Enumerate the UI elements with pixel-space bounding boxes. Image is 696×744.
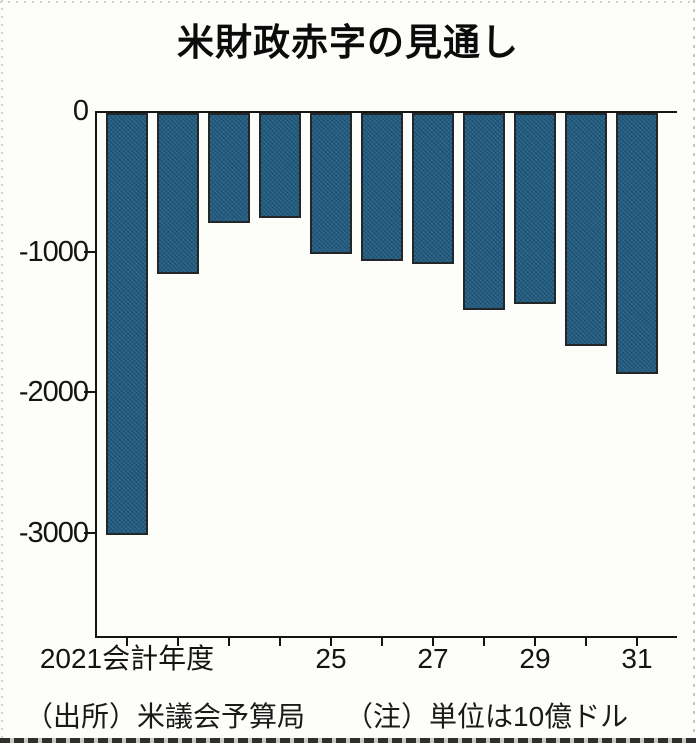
y-tick-mark-3000	[84, 531, 95, 534]
bar-2029	[514, 113, 556, 305]
x-tick-label-2027: 27	[417, 643, 449, 674]
x-tick-mark-2030	[585, 638, 587, 646]
y-tick-label-1000: -1000	[18, 235, 89, 268]
bar-2024	[259, 113, 301, 218]
bar-2023	[208, 113, 250, 224]
x-tick-mark-2021	[126, 638, 128, 646]
x-tick-mark-2028	[483, 638, 485, 646]
chart-footer: （出所）米議会予算局 （注）単位は10億ドル	[0, 695, 696, 732]
y-tick-label-3000: -3000	[18, 516, 89, 549]
page-edge-right	[693, 0, 695, 744]
x-tick-mark-2029	[534, 638, 536, 646]
x-tick-mark-2027	[432, 638, 434, 646]
x-tick-mark-2024	[279, 638, 281, 646]
y-tick-label-2000: -2000	[18, 376, 89, 409]
x-tick-mark-2031	[636, 638, 638, 646]
unit-note: （注）単位は10億ドル	[345, 701, 629, 732]
x-tick-mark-2022	[177, 638, 179, 646]
page-edge-bottom	[0, 738, 696, 743]
y-tick-mark-1000	[84, 250, 95, 253]
plot-area	[95, 111, 677, 638]
x-tick-mark-2026	[381, 638, 383, 646]
bar-2031	[616, 113, 658, 374]
x-tick-label-2031: 31	[621, 643, 653, 674]
chart-title: 米財政赤字の見通し	[177, 22, 519, 63]
bar-2027	[412, 113, 454, 265]
bar-2026	[361, 113, 403, 261]
x-tick-label-2021: 2021会計年度	[39, 643, 215, 674]
y-tick-mark-2000	[84, 391, 95, 394]
bar-2028	[463, 113, 505, 310]
x-tick-mark-2023	[228, 638, 230, 646]
bar-2021	[106, 113, 148, 535]
bar-2022	[157, 113, 199, 274]
x-tick-mark-2025	[330, 638, 332, 646]
x-tick-label-2029: 29	[519, 643, 551, 674]
bar-2025	[310, 113, 352, 254]
bar-2030	[565, 113, 607, 347]
page-edge-top	[0, 1, 696, 3]
y-tick-label-0: 0	[72, 95, 89, 127]
source-note: （出所）米議会予算局	[25, 701, 306, 732]
x-tick-label-2025: 25	[315, 643, 347, 674]
